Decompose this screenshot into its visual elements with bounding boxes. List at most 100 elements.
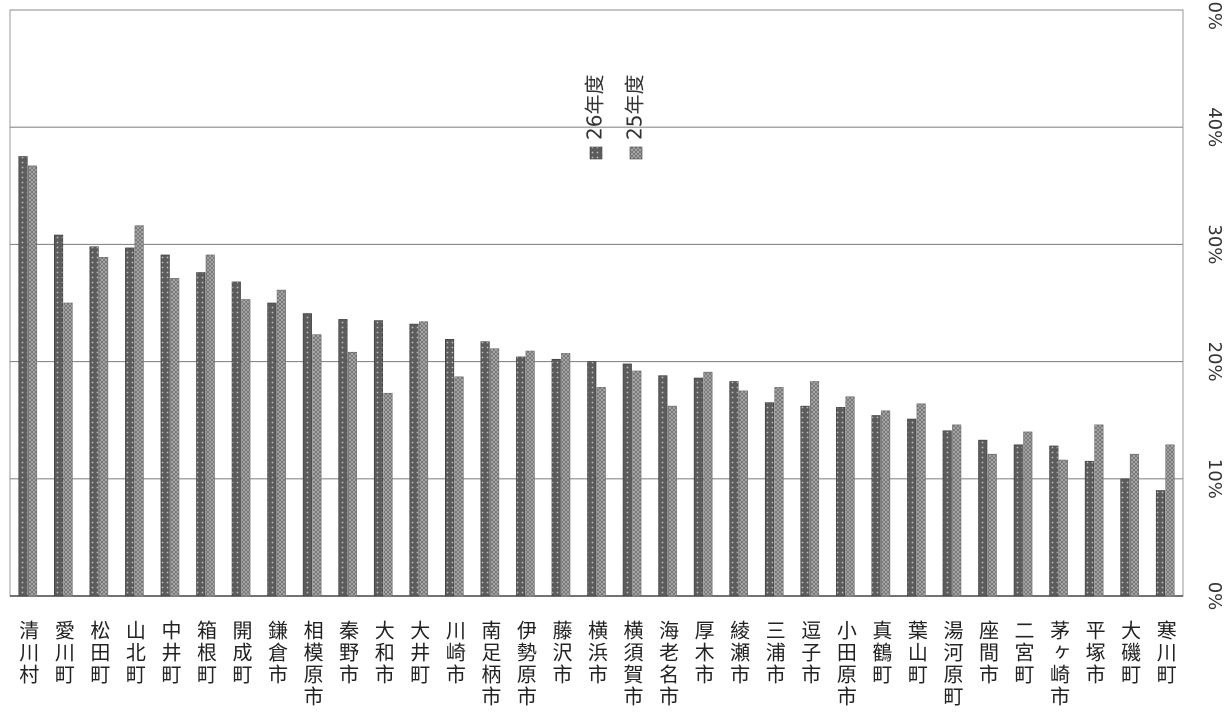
bar-26 — [19, 157, 28, 597]
x-category-label: 鎌倉市 — [267, 620, 287, 686]
x-category-label: 清川村 — [18, 620, 38, 686]
bar-26 — [659, 376, 668, 596]
bar-26 — [1014, 445, 1023, 596]
bar-25 — [846, 397, 855, 596]
bar-26 — [125, 248, 134, 596]
x-category-label: 箱根町 — [196, 620, 216, 686]
bar-26 — [730, 382, 739, 596]
bar-25 — [917, 404, 926, 596]
x-category-label: 海老名市 — [658, 620, 678, 708]
x-category-label: 川崎市 — [444, 620, 464, 686]
legend-swatch — [590, 147, 602, 159]
x-category-label: 秦野市 — [338, 620, 358, 686]
legend: 26年度 25年度 — [583, 75, 647, 159]
bar-26 — [445, 339, 454, 596]
x-category-label: 開成町 — [231, 620, 251, 686]
y-tick-label: 40% — [1204, 107, 1225, 147]
bar-25 — [419, 322, 428, 596]
bar-25 — [242, 299, 251, 596]
bar-26 — [836, 407, 845, 596]
bar-26 — [268, 303, 277, 596]
x-category-label: 大磯町 — [1120, 620, 1140, 686]
bar-26 — [1085, 461, 1094, 596]
bar-26 — [54, 235, 63, 596]
bar-26 — [552, 359, 561, 596]
bar-25 — [881, 411, 890, 596]
bar-25 — [633, 371, 642, 596]
x-category-label: 愛川町 — [53, 620, 73, 686]
bar-25 — [135, 226, 144, 596]
x-category-label: 横浜市 — [587, 620, 607, 686]
bar-25 — [99, 257, 108, 596]
legend-label: 25年度 — [623, 75, 647, 140]
x-category-label: 三浦市 — [764, 620, 784, 686]
bar-25 — [1059, 460, 1068, 596]
x-category-label: 大和市 — [373, 620, 393, 686]
bar-26 — [339, 319, 348, 596]
bar-26 — [979, 440, 988, 596]
bar-25 — [810, 382, 819, 596]
bar-25 — [313, 335, 322, 596]
bar-25 — [28, 166, 37, 596]
bar-26 — [1156, 491, 1165, 596]
x-category-label: 小田原市 — [835, 620, 855, 708]
x-category-label: 茅ヶ崎市 — [1049, 620, 1069, 708]
x-category-label: 葉山町 — [906, 620, 926, 686]
bar-26 — [410, 324, 419, 596]
x-category-label: 相模原市 — [302, 620, 322, 708]
bar-25 — [952, 425, 961, 596]
y-tick-label: 20% — [1204, 342, 1225, 382]
bar-25 — [704, 372, 713, 596]
x-category-label: 山北町 — [124, 620, 144, 686]
x-category-label: 二宮町 — [1013, 620, 1033, 686]
x-category-label: 中井町 — [160, 620, 180, 686]
y-tick-label: 50% — [1204, 0, 1225, 30]
x-category-label: 逗子市 — [800, 620, 820, 686]
bar-26 — [303, 314, 312, 596]
bar-26 — [232, 282, 241, 596]
bar-25 — [277, 290, 286, 596]
bar-26 — [801, 406, 810, 596]
bar-26 — [481, 342, 490, 596]
bar-25 — [526, 351, 535, 596]
bar-26 — [694, 378, 703, 596]
bar-26 — [516, 357, 525, 596]
x-category-label: 厚木市 — [693, 620, 713, 686]
bar-25 — [455, 377, 464, 596]
x-category-label: 真鶴町 — [871, 620, 891, 686]
bar-25 — [775, 387, 784, 596]
y-tick-label: 30% — [1204, 224, 1225, 264]
bar-26 — [1121, 479, 1130, 596]
bar-25 — [170, 278, 179, 596]
bar-25 — [1024, 432, 1032, 596]
legend-swatch — [630, 147, 642, 159]
bar-layer — [19, 157, 1174, 597]
x-category-label: 藤沢市 — [551, 620, 571, 686]
bar-26 — [1050, 446, 1059, 596]
bar-26 — [765, 403, 774, 596]
x-category-label: 綾瀬市 — [729, 620, 749, 686]
bar-26 — [197, 273, 206, 596]
x-category-label: 寒川町 — [1155, 620, 1175, 686]
bar-26 — [90, 247, 99, 596]
bar-26 — [588, 362, 597, 596]
tick-layer: 0%10%20%30%40%50% — [1204, 0, 1225, 610]
bar-26 — [161, 255, 170, 596]
x-category-label: 大井町 — [409, 620, 429, 686]
bar-25 — [1130, 454, 1139, 596]
bar-26 — [907, 419, 916, 596]
bar-26 — [374, 321, 383, 596]
bar-25 — [490, 349, 499, 596]
bar-25 — [64, 303, 72, 596]
bar-25 — [1166, 445, 1175, 596]
x-category-label: 湯河原町 — [942, 620, 962, 708]
bar-26 — [943, 431, 952, 596]
bar-25 — [561, 353, 570, 596]
bar-25 — [597, 387, 606, 596]
x-category-label: 座間市 — [978, 620, 998, 686]
x-category-label: 伊勢原市 — [515, 620, 535, 708]
x-category-label: 平塚市 — [1084, 620, 1104, 686]
x-category-label: 横須賀市 — [622, 620, 642, 708]
bar-25 — [384, 393, 393, 596]
